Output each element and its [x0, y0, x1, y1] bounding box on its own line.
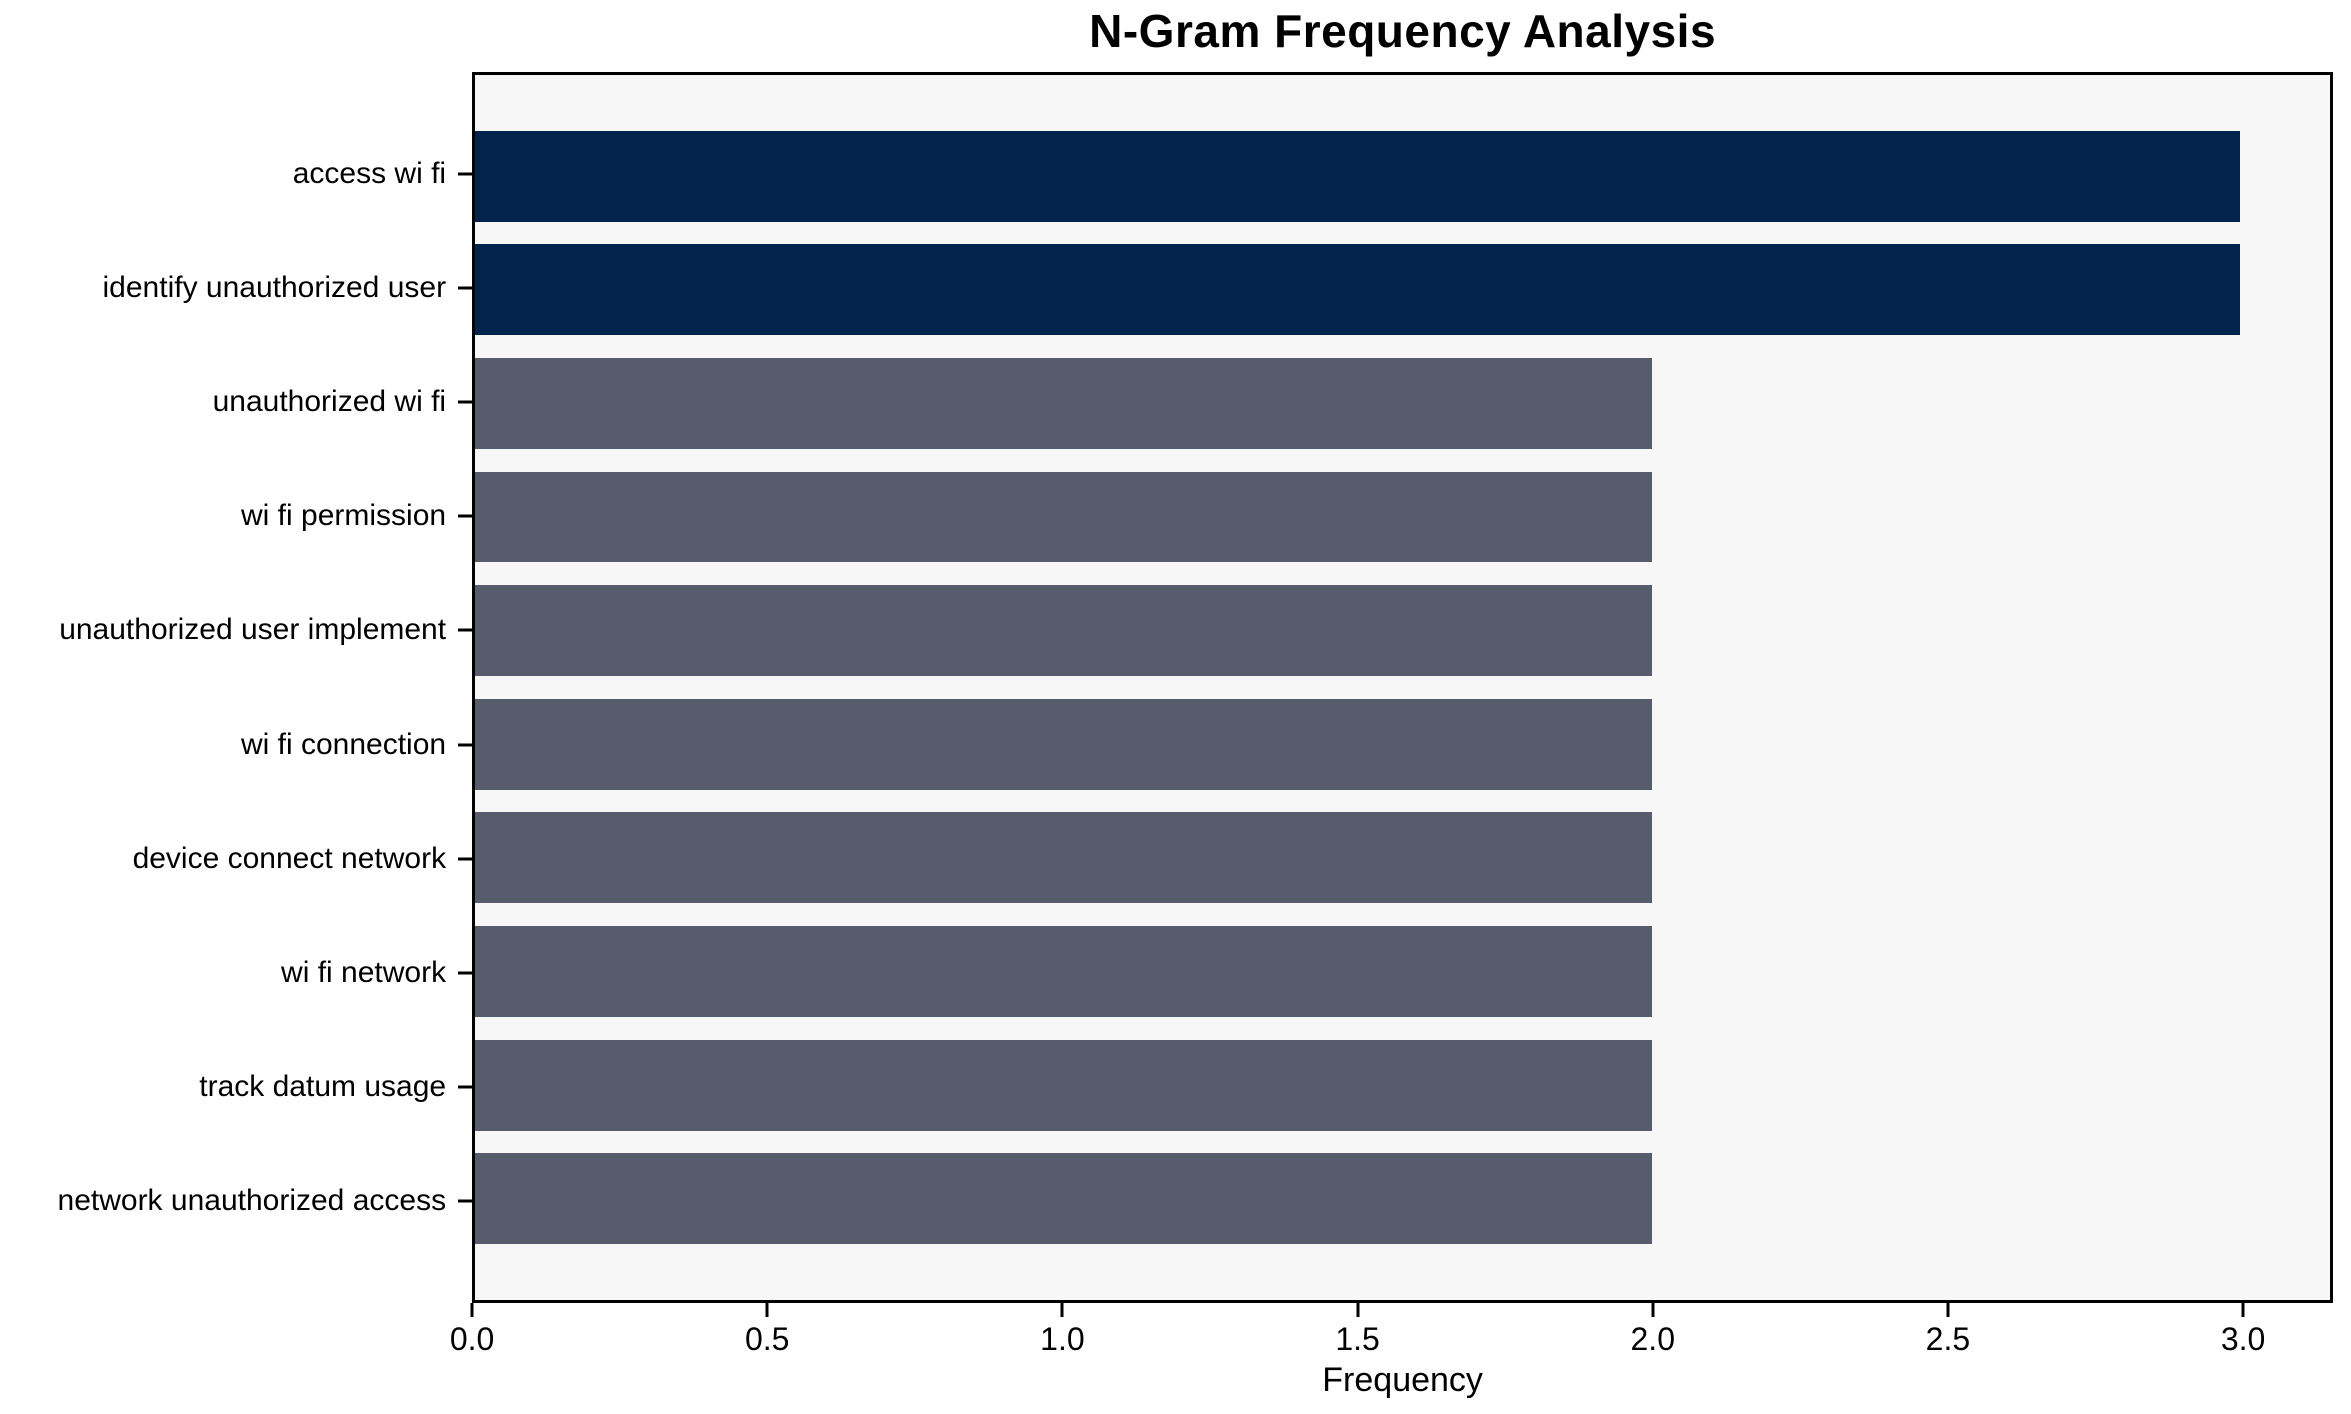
x-tick-label: 3.0 [2220, 1321, 2266, 1357]
x-tick-label: 1.0 [1040, 1321, 1085, 1357]
x-tick-mark [1060, 1303, 1064, 1317]
y-tick-mark [458, 286, 473, 290]
bar [475, 698, 1652, 790]
y-tick-mark [458, 400, 473, 404]
y-tick-label: wi fi connection [240, 727, 447, 761]
bar [475, 244, 2241, 336]
x-tick-mark [1356, 1303, 1360, 1317]
y-tick-mark [458, 1199, 473, 1203]
y-tick-label: track datum usage [199, 1070, 447, 1104]
x-tick-mark [1651, 1303, 1655, 1317]
bar [475, 812, 1652, 904]
y-tick-label: access wi fi [292, 156, 447, 190]
y-tick-label: unauthorized user implement [59, 613, 447, 647]
y-tick-label: network unauthorized access [57, 1184, 447, 1218]
bar [475, 130, 2241, 222]
x-tick-label: 1.5 [1335, 1321, 1380, 1357]
y-tick-mark [458, 514, 473, 518]
bar [475, 357, 1652, 449]
bar [475, 1153, 1652, 1245]
x-tick-label: 2.5 [1925, 1321, 1971, 1357]
x-tick-label: 2.0 [1630, 1321, 1675, 1357]
x-axis: Frequency 0.0 0.5 1.0 1.5 2.0 2.5 3.0 [450, 1303, 2333, 1414]
x-tick-label: 0.5 [744, 1321, 790, 1357]
y-tick-label: device connect network [132, 841, 447, 875]
y-tick-label: unauthorized wi fi [212, 384, 447, 418]
y-tick-mark [458, 1085, 473, 1089]
y-axis-labels: access wi fi identify unauthorized user un… [0, 72, 447, 1303]
y-tick-label: identify unauthorized user [102, 270, 447, 304]
bar [475, 585, 1652, 677]
x-tick-mark [1946, 1303, 1950, 1317]
y-tick-label: wi fi network [281, 955, 447, 989]
x-tick-mark [765, 1303, 769, 1317]
bar [475, 471, 1652, 563]
x-axis-label: Frequency [1322, 1361, 1483, 1399]
x-tick-label: 0.0 [449, 1321, 495, 1357]
plot-area [472, 71, 2334, 1303]
bar [475, 926, 1652, 1018]
y-tick-mark [458, 857, 473, 861]
y-tick-label: wi fi permission [241, 499, 447, 533]
x-tick-mark [2241, 1303, 2245, 1317]
y-tick-mark [458, 172, 473, 176]
x-tick-mark [470, 1303, 474, 1317]
y-tick-mark [458, 628, 473, 632]
bar [475, 1039, 1652, 1131]
y-axis-tick-marks [458, 72, 473, 1303]
chart-title: N-Gram Frequency Analysis [1089, 5, 1717, 57]
y-tick-mark [458, 743, 473, 747]
y-tick-mark [458, 971, 473, 975]
